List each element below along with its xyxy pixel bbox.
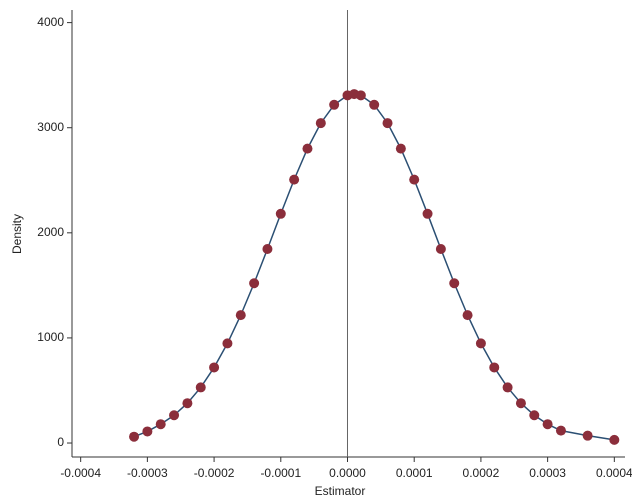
point (142, 426, 153, 437)
x-tick-label: -0.0002 (194, 466, 235, 480)
point (529, 410, 540, 421)
point (475, 338, 486, 349)
point (195, 382, 206, 393)
point (449, 278, 460, 289)
point (382, 118, 393, 129)
point (249, 278, 260, 289)
x-tick-label: 0.0004 (596, 466, 632, 480)
point (209, 362, 220, 373)
y-axis-label: Density (10, 214, 24, 254)
x-tick-label: 0.0003 (529, 466, 566, 480)
x-tick-label: -0.0001 (260, 466, 301, 480)
point (262, 244, 273, 255)
point (515, 398, 526, 409)
x-tick-label: 0.0002 (463, 466, 500, 480)
point (329, 99, 340, 110)
point (315, 118, 326, 129)
x-tick-label: 0.0000 (329, 466, 366, 480)
point (155, 419, 166, 430)
x-tick-label: -0.0003 (127, 466, 168, 480)
point (222, 338, 233, 349)
density-curve (133, 93, 615, 441)
point (502, 382, 513, 393)
point (435, 244, 446, 255)
x-tick-label: -0.0004 (60, 466, 101, 480)
x-axis-label: Estimator (315, 484, 366, 498)
y-tick-label: 0 (57, 435, 64, 449)
point (289, 174, 300, 185)
point (609, 434, 620, 445)
point (169, 410, 180, 421)
point (369, 99, 380, 110)
point (395, 143, 406, 154)
point (302, 143, 313, 154)
point (582, 430, 593, 441)
point (129, 431, 140, 442)
point (182, 398, 193, 409)
y-tick-label: 4000 (37, 15, 64, 29)
point (355, 90, 366, 101)
point (409, 174, 420, 185)
point (542, 419, 553, 430)
point (275, 208, 286, 219)
point (462, 310, 473, 321)
point (422, 208, 433, 219)
point (489, 362, 500, 373)
y-tick-label: 3000 (37, 120, 64, 134)
y-tick-label: 2000 (37, 225, 64, 239)
y-tick-label: 1000 (37, 330, 64, 344)
x-tick-label: 0.0001 (396, 466, 433, 480)
point (555, 425, 566, 436)
point (235, 310, 246, 321)
